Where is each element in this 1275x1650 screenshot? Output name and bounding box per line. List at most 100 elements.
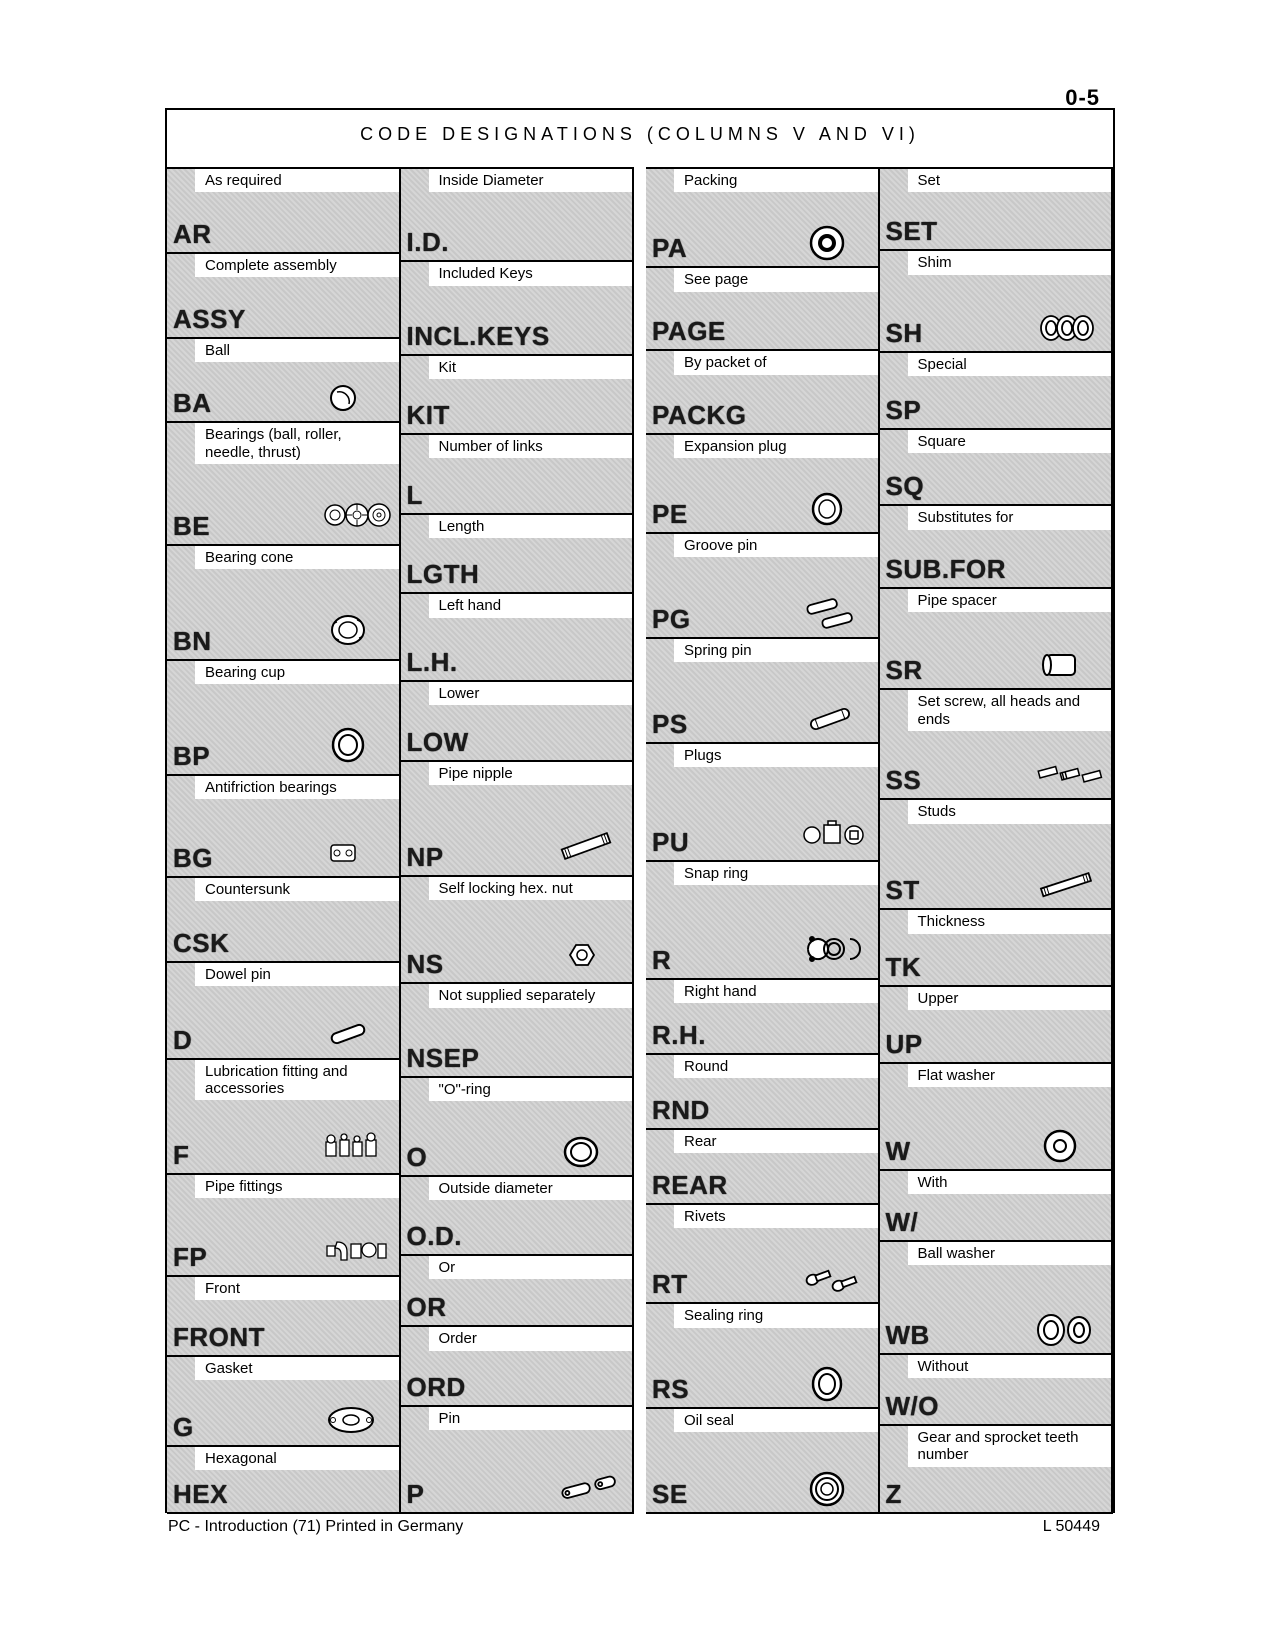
code-cell: OrderORD (401, 1327, 633, 1407)
cell-code: SP (880, 395, 1112, 428)
code-cell: Flat washerW (880, 1064, 1112, 1171)
cell-description: Pipe spacer (908, 589, 1112, 612)
ball-icon (323, 379, 393, 417)
code-cell: Right hand R.H. (646, 980, 878, 1055)
cell-description: Left hand (429, 594, 633, 617)
cell-code: UP (880, 1029, 1112, 1062)
columns-container: As required ARComplete assembly ASSYBallBA… (167, 167, 1113, 1514)
cell-code: ORD (401, 1372, 633, 1405)
bearing-cup-icon (323, 720, 393, 770)
code-cell: Self locking hex. nutNS (401, 877, 633, 984)
lock-nut-icon (556, 940, 626, 978)
spacer-icon (1035, 646, 1105, 684)
code-cell: ShimSH (880, 251, 1112, 353)
code-cell: Not supplied separatelyNSEP (401, 984, 633, 1077)
cell-description: Right hand (674, 980, 878, 1003)
cell-description: "O"-ring (429, 1078, 633, 1101)
cell-description: Lower (429, 682, 633, 705)
code-cell: OrOR (401, 1256, 633, 1327)
antifriction-icon (323, 834, 393, 872)
page-title: CODE DESIGNATIONS (COLUMNS V AND VI) (167, 110, 1113, 167)
code-cell: Dowel pinD (167, 963, 399, 1060)
code-cell: Bearings (ball, roller, needle, thrust)B… (167, 423, 399, 545)
cell-code: O.D. (401, 1221, 633, 1254)
code-cell: Lubrication fitting and accessoriesF (167, 1060, 399, 1175)
cell-description: Groove pin (674, 534, 878, 557)
pin-icon (556, 1470, 626, 1508)
plugs-icon (802, 806, 872, 856)
seal-ring-icon (802, 1365, 872, 1403)
snap-ring-icon (802, 924, 872, 974)
cell-code: PAGE (646, 316, 878, 349)
code-cell: Oil sealSE (646, 1409, 878, 1514)
code-cell: BallBA (167, 339, 399, 424)
spring-pin-icon (802, 700, 872, 738)
oil-seal-icon (802, 1470, 872, 1508)
cell-code: W/O (880, 1391, 1112, 1424)
cell-code: TK (880, 952, 1112, 985)
code-cell: KitKIT (401, 356, 633, 436)
cell-description: Or (429, 1256, 633, 1279)
rivets-icon (802, 1260, 872, 1298)
code-cell: Bearing cupBP (167, 661, 399, 776)
cell-code: AR (167, 219, 399, 252)
code-cell: PackingPA (646, 169, 878, 268)
code-cell: As required AR (167, 169, 399, 254)
cell-description: Set screw, all heads and ends (908, 690, 1112, 731)
footer-left: PC - Introduction (71) Printed in German… (168, 1518, 463, 1536)
code-cell: Snap ringR (646, 862, 878, 980)
code-cell: Special SP (880, 353, 1112, 430)
column-pair: As required ARComplete assembly ASSYBallBA… (167, 167, 634, 1514)
code-cell: PlugsPU (646, 744, 878, 862)
cell-code: SUB.FOR (880, 554, 1112, 587)
cell-code: RND (646, 1095, 878, 1128)
cell-description: Pipe nipple (429, 762, 633, 785)
cell-description: Rear (674, 1130, 878, 1153)
cell-description: Front (195, 1277, 399, 1300)
code-cell: LengthLGTH (401, 515, 633, 595)
code-cell: Antifriction bearingsBG (167, 776, 399, 878)
cell-code: INCL.KEYS (401, 321, 633, 354)
pipe-nipple-icon (556, 821, 626, 871)
code-cell: Gear and sprocket teeth numberZ (880, 1426, 1112, 1514)
column: SetSETShimSHSpecialSPSquareSQSubstitutes… (880, 169, 1114, 1514)
code-cell: WithoutW/O (880, 1355, 1112, 1426)
code-cell: RoundRND (646, 1055, 878, 1130)
cell-description: Packing (674, 169, 878, 192)
code-cell: StudsST (880, 800, 1112, 910)
cell-code: SQ (880, 471, 1112, 504)
code-cell: Substitutes forSUB.FOR (880, 506, 1112, 588)
code-cell: Expansion plugPE (646, 435, 878, 534)
cell-code: L.H. (401, 647, 633, 680)
code-cell: PinP (401, 1407, 633, 1514)
cell-description: See page (674, 268, 878, 291)
code-cell: Pipe spacerSR (880, 589, 1112, 691)
cell-description: Special (908, 353, 1112, 376)
cell-description: Countersunk (195, 878, 399, 901)
cell-code: FRONT (167, 1322, 399, 1355)
cell-code: Z (880, 1479, 1112, 1512)
cell-description: Length (429, 515, 633, 538)
lube-fittings-icon (323, 1119, 393, 1169)
cell-description: Dowel pin (195, 963, 399, 986)
cell-code: ASSY (167, 304, 399, 337)
code-cell: Left hand L.H. (401, 594, 633, 682)
code-cell: Front FRONT (167, 1277, 399, 1357)
cell-description: Gasket (195, 1357, 399, 1380)
code-cell: Rear REAR (646, 1130, 878, 1205)
cell-description: Antifriction bearings (195, 776, 399, 799)
code-cell: ThicknessTK (880, 910, 1112, 987)
cell-description: Studs (908, 800, 1112, 823)
exp-plug-icon (802, 490, 872, 528)
code-cell: Groove pinPG (646, 534, 878, 639)
cell-description: Rivets (674, 1205, 878, 1228)
code-cell: See page PAGE (646, 268, 878, 351)
column: PackingPASee pagePAGEBy packet ofPACKGEx… (646, 169, 880, 1514)
cell-description: Complete assembly (195, 254, 399, 277)
cell-code: KIT (401, 400, 633, 433)
cell-description: Ball washer (908, 1242, 1112, 1265)
cell-code: R.H. (646, 1020, 878, 1053)
cell-description: Inside Diameter (429, 169, 633, 192)
cell-description: As required (195, 169, 399, 192)
cell-code: REAR (646, 1170, 878, 1203)
